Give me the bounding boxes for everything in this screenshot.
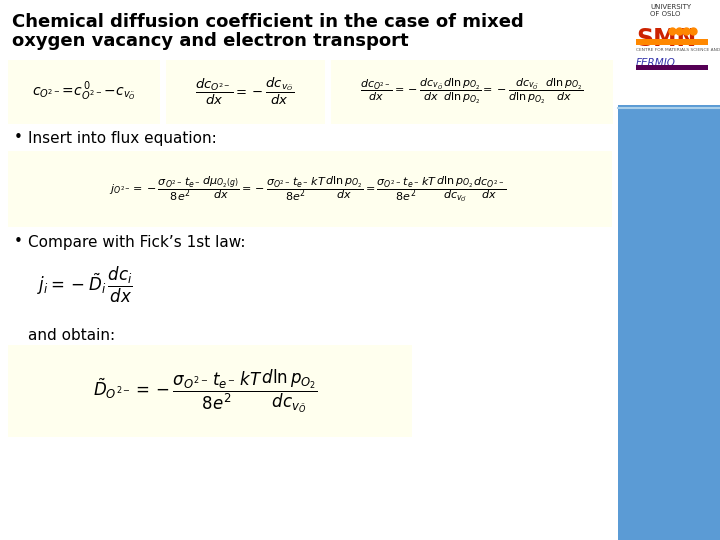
FancyBboxPatch shape bbox=[618, 0, 720, 105]
FancyBboxPatch shape bbox=[636, 39, 708, 45]
FancyBboxPatch shape bbox=[8, 60, 160, 124]
Text: $\dfrac{dc_{O^{2-}}}{dx} = -\dfrac{dc_{v_{\ddot{O}}}}{dx}\dfrac{d\ln p_{O_2}}{d\: $\dfrac{dc_{O^{2-}}}{dx} = -\dfrac{dc_{v… bbox=[360, 76, 584, 106]
Text: UNIVERSITY
OF OSLO: UNIVERSITY OF OSLO bbox=[650, 4, 691, 17]
Text: and obtain:: and obtain: bbox=[28, 327, 115, 342]
Text: Chemical diffusion coefficient in the case of mixed: Chemical diffusion coefficient in the ca… bbox=[12, 13, 523, 31]
FancyBboxPatch shape bbox=[8, 151, 612, 227]
FancyBboxPatch shape bbox=[8, 345, 412, 437]
Text: SMN: SMN bbox=[636, 27, 696, 51]
FancyBboxPatch shape bbox=[618, 105, 720, 540]
FancyBboxPatch shape bbox=[166, 60, 325, 124]
Text: CENTRE FOR MATERIALS SCIENCE AND NANOTECHNOLOGY: CENTRE FOR MATERIALS SCIENCE AND NANOTEC… bbox=[636, 48, 720, 52]
Text: Insert into flux equation:: Insert into flux equation: bbox=[28, 131, 217, 145]
FancyBboxPatch shape bbox=[636, 65, 708, 70]
Text: $\tilde{D}_{O^{2-}} = -\dfrac{\sigma_{O^{2-}}\,t_{e^-}\,kT}{8e^2}\dfrac{d\ln p_{: $\tilde{D}_{O^{2-}} = -\dfrac{\sigma_{O^… bbox=[92, 367, 318, 415]
Text: •: • bbox=[14, 131, 23, 145]
FancyBboxPatch shape bbox=[331, 60, 613, 124]
Text: $\dfrac{dc_{O^{2-}}}{dx} = -\dfrac{dc_{v_{\ddot{O}}}}{dx}$: $\dfrac{dc_{O^{2-}}}{dx} = -\dfrac{dc_{v… bbox=[195, 75, 294, 107]
Text: $j_{O^{2-}} = -\dfrac{\sigma_{O^{2-}}\,t_{e^-}}{8e^2}\dfrac{d\mu_{O_2(g)}}{dx} =: $j_{O^{2-}} = -\dfrac{\sigma_{O^{2-}}\,t… bbox=[109, 174, 507, 204]
Text: •: • bbox=[14, 234, 23, 249]
Text: $c_{O^{2-}}\!=\!c^{\,0}_{O^{2-}}\!-\!c_{v_{\ddot{O}}}$: $c_{O^{2-}}\!=\!c^{\,0}_{O^{2-}}\!-\!c_{… bbox=[32, 79, 136, 103]
Text: FERMIO: FERMIO bbox=[636, 58, 676, 68]
Text: Compare with Fick’s 1st law:: Compare with Fick’s 1st law: bbox=[28, 234, 246, 249]
Text: $j_i = -\tilde{D}_i\,\dfrac{dc_i}{dx}$: $j_i = -\tilde{D}_i\,\dfrac{dc_i}{dx}$ bbox=[37, 265, 133, 305]
Text: oxygen vacancy and electron transport: oxygen vacancy and electron transport bbox=[12, 32, 409, 50]
